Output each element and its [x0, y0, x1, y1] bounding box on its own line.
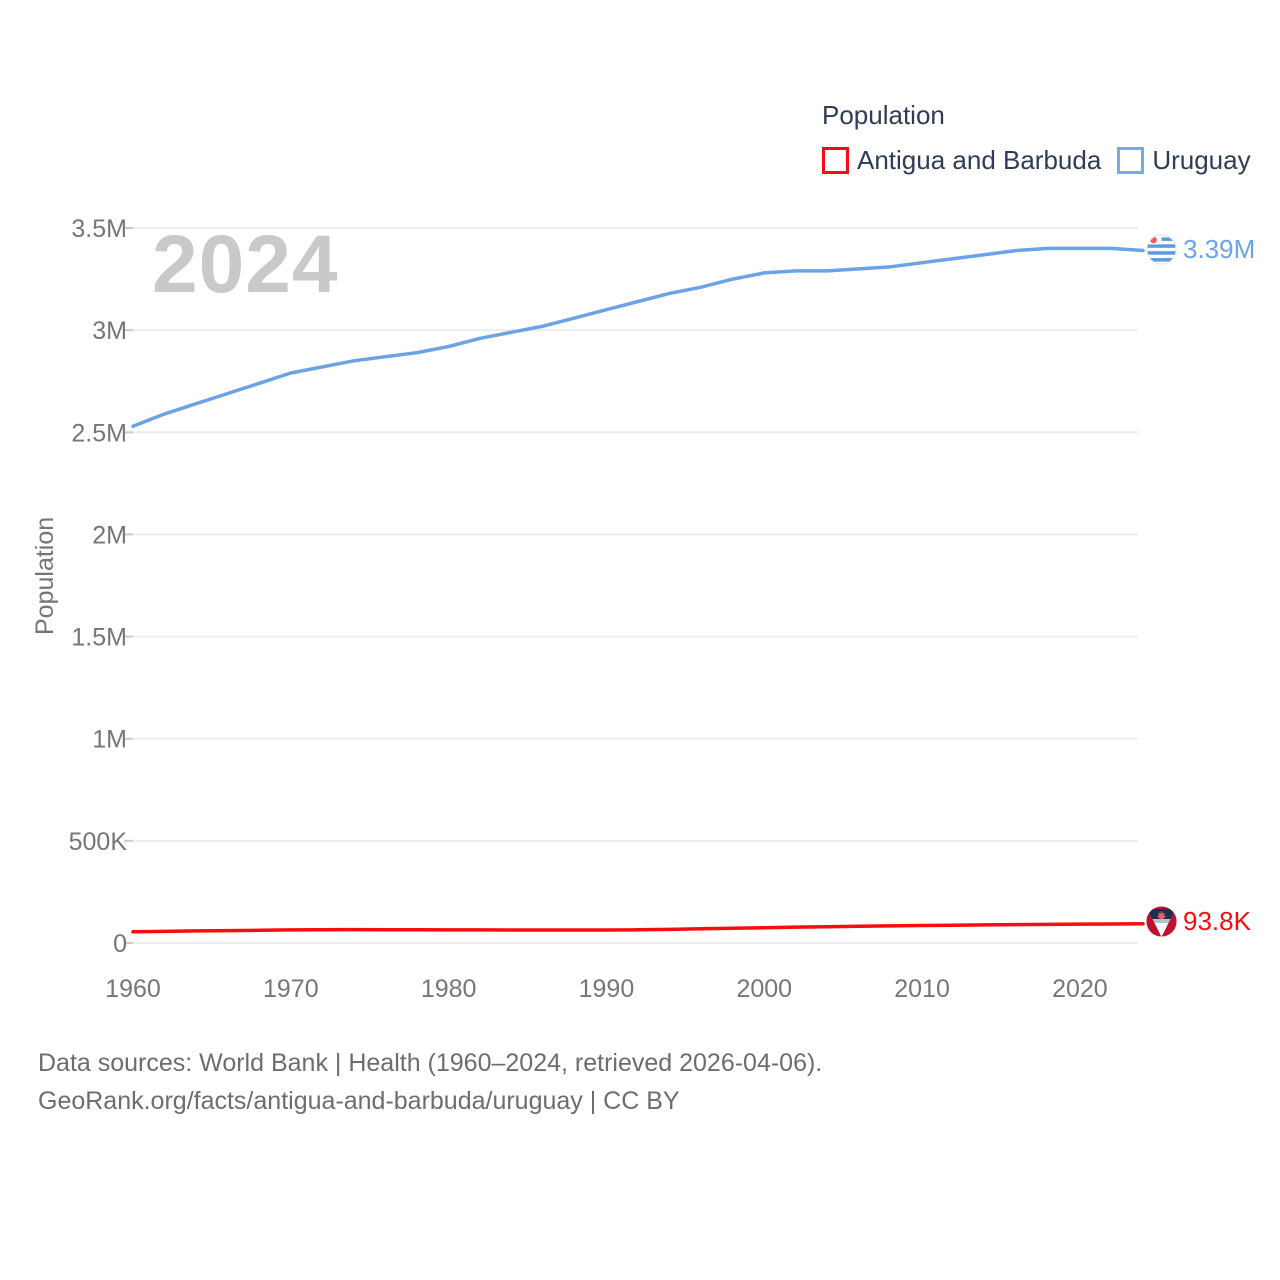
y-tick-label: 2M — [92, 521, 127, 549]
x-tick-label: 2020 — [1052, 975, 1108, 1003]
x-tick-label: 1960 — [105, 975, 161, 1003]
uruguay-end-value: 3.39M — [1183, 234, 1256, 264]
series-line-antigua-and-barbuda[interactable] — [131, 922, 1145, 934]
x-tick-label: 2000 — [736, 975, 792, 1003]
legend-item-uruguay[interactable]: Uruguay — [1117, 145, 1251, 176]
y-tick-label: 1.5M — [71, 624, 127, 652]
data-source-text: Data sources: World Bank | Health (1960–… — [38, 1044, 822, 1120]
year-watermark: 2024 — [152, 219, 339, 310]
antigua-and-barbuda-end-label: 93.8K — [1146, 906, 1251, 937]
antigua-legend-swatch-icon — [822, 147, 849, 174]
y-tick-label: 0 — [113, 930, 127, 958]
legend-item-antigua-and-barbuda[interactable]: Antigua and Barbuda — [822, 145, 1101, 176]
antigua-and-barbuda-end-value: 93.8K — [1183, 906, 1251, 936]
series-line-uruguay[interactable] — [131, 246, 1145, 428]
uruguay-end-label: 3.39M — [1146, 234, 1255, 265]
legend-title: Population — [822, 100, 945, 130]
legend-item-label: Antigua and Barbuda — [857, 145, 1102, 175]
legend-item-label: Uruguay — [1152, 145, 1251, 175]
y-tick-label: 3.5M — [71, 215, 127, 243]
uruguay-flag-icon — [1146, 234, 1177, 265]
y-axis-title: Population — [31, 516, 59, 635]
x-tick-label: 1990 — [579, 975, 635, 1003]
y-tick-label: 500K — [69, 828, 128, 856]
source-line-1: Data sources: World Bank | Health (1960–… — [38, 1049, 823, 1077]
x-tick-label: 2010 — [894, 975, 950, 1003]
uruguay-legend-swatch-icon — [1117, 147, 1145, 174]
chart-legend: Population Antigua and Barbuda Uruguay — [822, 100, 1251, 176]
y-tick-label: 2.5M — [71, 419, 127, 447]
antigua-and-barbuda-flag-icon — [1146, 906, 1177, 937]
x-tick-label: 1970 — [263, 975, 319, 1003]
legend-items: Antigua and Barbuda Uruguay — [822, 145, 1251, 176]
source-line-2: GeoRank.org/facts/antigua-and-barbuda/ur… — [38, 1087, 680, 1115]
y-tick-label: 3M — [92, 317, 127, 345]
y-tick-label: 1M — [92, 726, 127, 754]
x-tick-label: 1980 — [421, 975, 477, 1003]
